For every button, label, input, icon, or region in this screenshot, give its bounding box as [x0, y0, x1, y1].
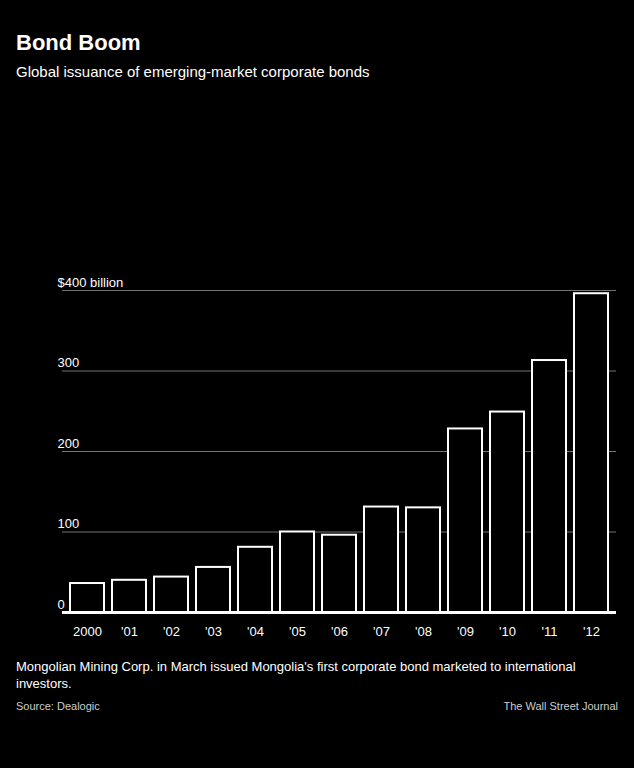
svg-text:'08: '08	[415, 624, 432, 639]
svg-text:0: 0	[58, 597, 65, 612]
svg-text:'10: '10	[499, 624, 516, 639]
svg-text:'04: '04	[247, 624, 264, 639]
svg-text:'01: '01	[121, 624, 138, 639]
svg-text:'09: '09	[457, 624, 474, 639]
html-text:Global issuance of emerging-ma: Global issuance of emerging-market corpo…	[16, 63, 370, 80]
svg-text:100: 100	[58, 516, 80, 531]
html-text:Source: Dealogic: Source: Dealogic	[16, 700, 100, 712]
html-text:Mongolian Mining Corp. in Marc: Mongolian Mining Corp. in March issued M…	[16, 659, 576, 691]
html-text:The Wall Street Journal: The Wall Street Journal	[503, 700, 618, 712]
svg-text:'12: '12	[583, 624, 600, 639]
svg-text:'07: '07	[373, 624, 390, 639]
svg-text:'11: '11	[542, 624, 558, 639]
svg-text:'02: '02	[163, 624, 180, 639]
html-text:Bond Boom: Bond Boom	[16, 30, 141, 55]
svg-text:'03: '03	[205, 624, 222, 639]
svg-text:'06: '06	[331, 624, 348, 639]
svg-text:'05: '05	[289, 624, 306, 639]
svg-text:200: 200	[58, 436, 80, 451]
svg-text:300: 300	[58, 355, 80, 370]
svg-text:$400 billion: $400 billion	[58, 275, 124, 290]
svg-text:2000: 2000	[73, 624, 102, 639]
